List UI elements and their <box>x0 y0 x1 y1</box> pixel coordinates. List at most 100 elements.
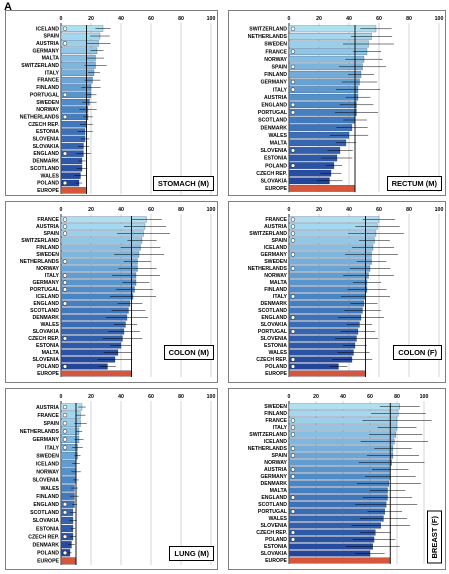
category-label: ENGLAND <box>261 102 287 108</box>
marker-austria <box>62 404 68 410</box>
category-label: AUSTRIA <box>36 405 59 411</box>
category-label: SWEDEN <box>264 259 287 265</box>
marker-austria <box>62 224 68 229</box>
category-label: EUROPE <box>265 186 287 192</box>
marker-england <box>290 315 296 320</box>
marker-switzerland <box>290 26 296 31</box>
marker-italy <box>290 425 296 430</box>
category-label: MALTA <box>42 56 60 62</box>
panel-stomach: 0 20 40 60 80 100 ICELAND SPAIN AUSTRIA GERMANY MA… <box>5 10 218 196</box>
category-label: NETHERLANDS <box>248 34 288 40</box>
category-label: DENMARK <box>260 481 287 487</box>
category-label: NETHERLANDS <box>20 114 60 120</box>
category-label: ESTONIA <box>36 129 59 135</box>
marker-germany <box>290 79 296 85</box>
category-label: NORWAY <box>264 273 287 279</box>
category-label: NETHERLANDS <box>20 259 60 265</box>
category-label: NORWAY <box>264 460 287 466</box>
marker-england <box>62 301 68 306</box>
breast-chart: 0 20 40 60 80 100 SWEDENFINLANDFRANCEITALYSWIT… <box>248 394 432 564</box>
category-label: SCOTLAND <box>258 502 287 508</box>
category-label: NETHERLANDS <box>248 266 288 272</box>
category-label: DENMARK <box>260 301 287 307</box>
category-label: SLOVENIA <box>32 478 59 484</box>
marker-germany <box>62 280 68 285</box>
marker-poland <box>62 550 68 555</box>
marker-switzerland <box>290 432 296 437</box>
x-tick-label: 40 <box>118 394 124 400</box>
marker-spain <box>62 231 68 236</box>
bar-europe <box>60 370 132 377</box>
marker-portugal <box>290 509 296 514</box>
marker-netherlands <box>62 259 68 264</box>
category-label: FINLAND <box>264 72 287 78</box>
x-tick-label: 80 <box>406 207 412 213</box>
x-tick-label: 100 <box>435 16 444 22</box>
category-label: SCOTLAND <box>258 308 287 314</box>
category-label: POLAND <box>265 163 287 169</box>
category-label: FRANCE <box>265 217 287 223</box>
category-label: NETHERLANDS <box>248 446 288 452</box>
category-label: SLOVENIA <box>260 148 287 154</box>
category-label: AUSTRIA <box>264 467 287 473</box>
category-label: FRANCE <box>37 217 59 223</box>
marker-netherlands <box>62 114 68 119</box>
category-label: SWITZERLAND <box>249 26 287 32</box>
category-label: POLAND <box>265 364 287 370</box>
x-tick-label: 60 <box>376 207 382 213</box>
x-tick-label: 0 <box>288 207 291 213</box>
category-label: ICELAND <box>264 439 287 445</box>
marker-spain <box>290 238 296 243</box>
category-label: SLOVAKIA <box>33 144 60 150</box>
marker-czech-rep <box>62 336 68 341</box>
category-label: ITALY <box>45 273 60 279</box>
category-label: ENGLAND <box>33 301 59 307</box>
category-label: SLOVAKIA <box>261 322 288 328</box>
panel-breast: 0 20 40 60 80 100 SWEDEN FINLAND FRANCE ITALY SWIT… <box>228 388 446 570</box>
panel-title-colon-f: COLON (F) <box>393 345 442 360</box>
x-tick-label: 100 <box>420 394 429 400</box>
category-label: CZECH REP. <box>256 357 287 363</box>
marker-france <box>290 217 296 222</box>
category-label: SWITZERLAND <box>249 432 287 438</box>
x-tick-label: 0 <box>60 394 63 400</box>
category-label: SWEDEN <box>264 404 287 410</box>
marker-poland <box>290 537 296 542</box>
x-tick-label: 60 <box>148 207 154 213</box>
category-label: FRANCE <box>37 413 59 419</box>
category-label: CZECH REP. <box>28 122 59 128</box>
marker-portugal <box>290 329 296 334</box>
x-tick-label: 0 <box>288 394 291 400</box>
category-label: POLAND <box>37 181 59 187</box>
marker-czech-rep <box>62 534 68 539</box>
category-label: ESTONIA <box>264 343 287 349</box>
category-label: PORTUGAL <box>258 110 288 116</box>
marker-england <box>290 495 296 500</box>
bar-europe <box>60 557 77 565</box>
marker-iceland <box>62 26 68 31</box>
panel-rectum: 0 20 40 60 80 100 SWITZERLAND NETHERLANDS SWEDEN… <box>228 10 446 196</box>
category-label: ESTONIA <box>264 544 287 550</box>
category-label: SWEDEN <box>36 252 59 258</box>
x-tick-label: 100 <box>207 16 216 22</box>
category-label: NORWAY <box>264 57 287 63</box>
marker-italy <box>290 87 296 92</box>
category-label: MALTA <box>270 488 288 494</box>
marker-poland <box>62 180 68 186</box>
category-label: ENGLAND <box>33 502 59 508</box>
x-tick-label: 40 <box>118 207 124 213</box>
x-tick-label: 80 <box>394 394 400 400</box>
marker-italy <box>62 445 68 450</box>
category-label: SCOTLAND <box>30 510 59 516</box>
x-tick-label: 60 <box>367 394 373 400</box>
category-label: ESTONIA <box>264 156 287 162</box>
category-label: CZECH REP. <box>256 530 287 536</box>
marker-france <box>290 49 296 54</box>
marker-czech-rep <box>290 530 296 535</box>
category-label: FINLAND <box>36 245 59 251</box>
x-tick-label: 20 <box>313 394 319 400</box>
category-label: DENMARK <box>32 159 59 165</box>
x-tick-label: 0 <box>288 16 291 22</box>
marker-poland <box>62 364 68 369</box>
